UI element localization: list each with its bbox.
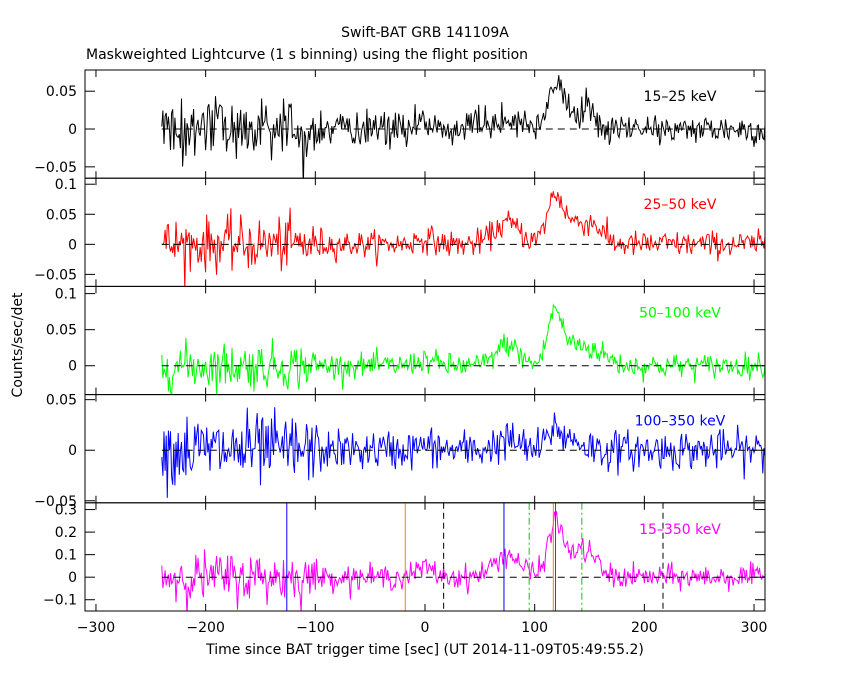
y-tick-label-1-1: 0 — [68, 237, 77, 253]
y-tick-label-0-0: −0.05 — [34, 160, 77, 176]
x-tick-label-3: 0 — [421, 620, 430, 636]
series-label-2: 50–100 keV — [639, 305, 721, 321]
y-tick-label-4-3: 0.2 — [55, 525, 77, 541]
y-tick-label-1-3: 0.1 — [55, 177, 77, 193]
x-tick-label-5: 200 — [631, 620, 658, 636]
y-tick-label-2-0: 0 — [68, 359, 77, 375]
y-tick-label-4-4: 0.3 — [55, 503, 77, 519]
y-tick-label-3-0: −0.05 — [34, 494, 77, 510]
y-tick-label-4-1: 0 — [68, 570, 77, 586]
x-tick-label-1: −200 — [186, 620, 224, 636]
panel-1: −0.05 0 0.05 0.1 25–50 keV — [34, 177, 766, 287]
panel-frame-2 — [84, 285, 766, 396]
y-tick-label-2-1: 0.05 — [46, 323, 77, 339]
panel-0: −0.05 0 0.05 15–25 keV — [34, 69, 766, 179]
x-tick-label-0: −300 — [77, 620, 115, 636]
series-line-1 — [161, 191, 765, 287]
x-tick-label-4: 100 — [521, 620, 548, 636]
y-tick-label-1-0: −0.05 — [34, 267, 77, 283]
panel-frame-1 — [84, 177, 766, 287]
x-axis-label: Time since BAT trigger time [sec] (UT 20… — [205, 642, 644, 658]
x-tick-label-6: 300 — [741, 620, 768, 636]
y-tick-label-2-2: 0.1 — [55, 287, 77, 303]
series-line-2 — [161, 303, 765, 395]
panels: −0.05 0 0.05 15–25 keV −0.05 0 0.05 0.1 25–50 ke… — [34, 69, 768, 636]
chart-subtitle: Maskweighted Lightcurve (1 s binning) us… — [86, 47, 528, 63]
series-label-4: 15–350 keV — [639, 522, 721, 538]
y-tick-label-4-2: 0.1 — [55, 548, 77, 564]
y-tick-label-0-1: 0 — [68, 122, 77, 138]
panel-2: 0 0.05 0.1 50–100 keV — [46, 285, 766, 396]
y-tick-label-1-2: 0.05 — [46, 207, 77, 223]
series-line-0 — [161, 75, 765, 179]
x-tick-label-2: −100 — [296, 620, 334, 636]
series-line-3 — [161, 407, 765, 498]
series-label-0: 15–25 keV — [644, 89, 717, 105]
y-tick-label-4-0: −0.1 — [43, 593, 77, 609]
series-label-1: 25–50 keV — [644, 197, 717, 213]
chart-title: Swift-BAT GRB 141109A — [341, 25, 509, 41]
y-tick-label-3-2: 0.05 — [46, 393, 77, 409]
panel-4: −0.1 0 0.1 0.2 0.3 15–350 keV — [43, 502, 766, 612]
series-label-3: 100–350 keV — [635, 414, 726, 430]
y-tick-label-3-1: 0 — [68, 443, 77, 459]
y-tick-label-0-2: 0.05 — [46, 84, 77, 100]
y-axis-label: Counts/sec/det — [10, 292, 26, 397]
panel-3: −0.05 0 0.05 100–350 keV — [34, 393, 766, 510]
